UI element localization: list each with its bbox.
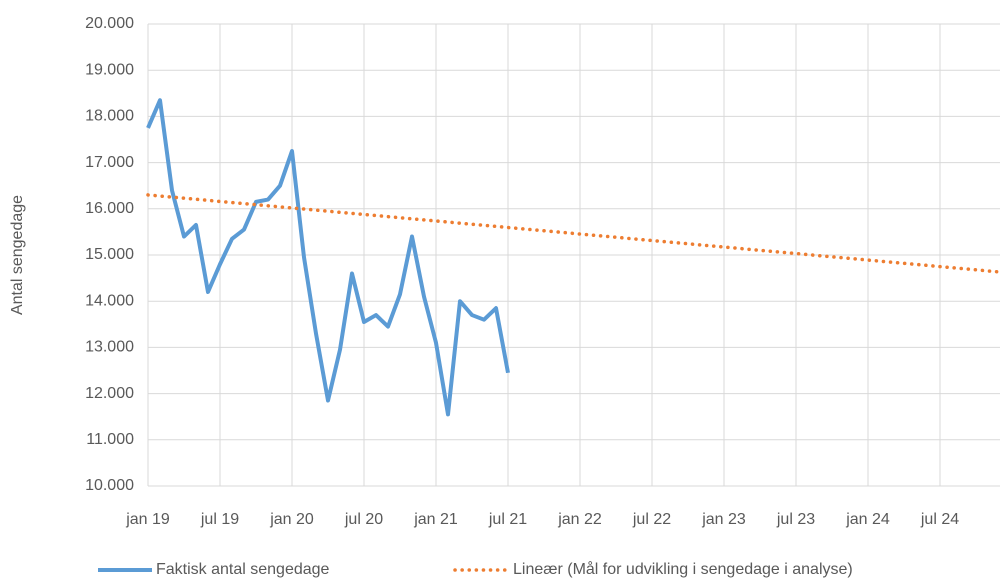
x-tick-label: jan 19 xyxy=(125,511,170,528)
x-tick-label: jul 19 xyxy=(200,511,239,528)
x-tick-label: jan 24 xyxy=(845,511,890,528)
legend-label: Lineær (Mål for udvikling i sengedage i … xyxy=(513,560,853,578)
y-tick-label: 10.000 xyxy=(85,477,134,494)
y-tick-label: 18.000 xyxy=(85,108,134,125)
x-tick-label: jul 21 xyxy=(488,511,527,528)
y-tick-label: 15.000 xyxy=(85,246,134,263)
x-tick-label: jan 21 xyxy=(413,511,458,528)
y-tick-label: 12.000 xyxy=(85,385,134,402)
x-tick-label: jan 20 xyxy=(269,511,314,528)
y-tick-label: 17.000 xyxy=(85,154,134,171)
x-tick-label: jul 24 xyxy=(920,511,959,528)
y-tick-label: 11.000 xyxy=(86,431,134,448)
x-tick-label: jul 20 xyxy=(344,511,383,528)
x-tick-label: jul 22 xyxy=(632,511,671,528)
y-tick-label: 13.000 xyxy=(85,339,134,356)
y-tick-label: 14.000 xyxy=(85,292,134,309)
y-tick-label: 19.000 xyxy=(85,61,134,78)
x-tick-label: jan 22 xyxy=(557,511,602,528)
y-tick-label: 16.000 xyxy=(85,200,134,217)
x-tick-label: jan 23 xyxy=(701,511,746,528)
y-axis-label: Antal sengedage xyxy=(9,195,26,315)
x-tick-label: jul 23 xyxy=(776,511,815,528)
data-line xyxy=(146,193,1002,274)
y-tick-label: 20.000 xyxy=(85,15,134,32)
legend-label: Faktisk antal sengedage xyxy=(156,561,330,578)
data-line xyxy=(146,98,510,417)
